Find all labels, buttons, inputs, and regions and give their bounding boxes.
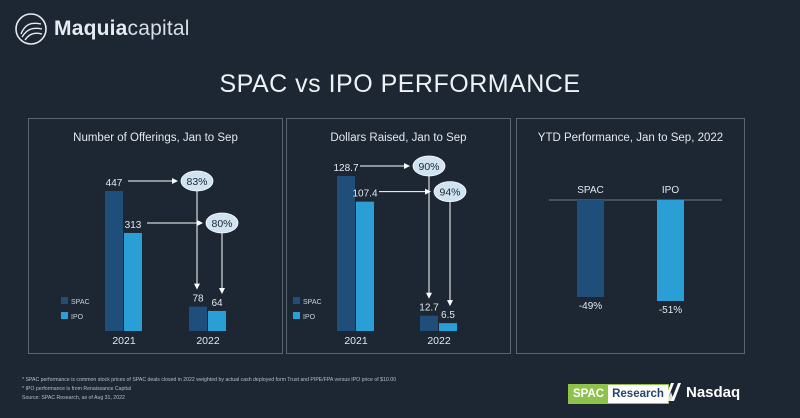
legend-swatch-spac (293, 297, 300, 304)
change-label: 83% (186, 176, 207, 188)
panel-title: Number of Offerings, Jan to Sep (73, 132, 238, 144)
value-label: 78 (192, 294, 204, 305)
bar-spac-2021 (105, 191, 123, 331)
ytd-panel: YTD Performance, Jan to Sep, 2022 SPAC -4… (516, 118, 745, 354)
maquia-logo-icon (15, 13, 47, 45)
category-label: SPAC (577, 185, 604, 196)
maquia-logo: Maquiacapital (14, 12, 190, 46)
brand-name: Maquiacapital (54, 17, 190, 40)
legend-swatch-spac (61, 297, 68, 304)
bar-spac-2022 (420, 315, 438, 331)
legend-label: SPAC (71, 299, 90, 306)
bar-ipo-2021 (356, 201, 374, 331)
x-tick-label: 2021 (112, 335, 136, 347)
legend-label: IPO (303, 314, 316, 321)
bar-ipo-2022 (208, 310, 226, 331)
bar-ipo-2021 (124, 232, 142, 331)
change-bubble (180, 170, 214, 192)
category-label: IPO (662, 185, 679, 196)
change-bubble (412, 155, 446, 177)
value-label: 6.5 (441, 310, 455, 321)
panel-title: Dollars Raised, Jan to Sep (330, 132, 467, 144)
change-label: 80% (211, 218, 232, 230)
bar-spac-2021 (337, 176, 355, 331)
value-label: -51% (659, 305, 682, 316)
offerings-panel: Number of Offerings, Jan to Sep 447 78 313… (28, 118, 283, 354)
change-bubble (205, 212, 239, 234)
legend-swatch-ipo (293, 312, 300, 319)
value-label: 313 (125, 220, 142, 231)
bar-ipo-2022 (439, 323, 457, 331)
value-label: 64 (211, 298, 223, 309)
nasdaq-mark-icon (664, 383, 681, 401)
change-label: 90% (418, 161, 439, 173)
legend-swatch-ipo (61, 312, 68, 319)
x-tick-label: 2021 (344, 335, 368, 347)
legend-label: IPO (71, 314, 84, 321)
value-label: -49% (579, 301, 602, 312)
change-bubble (433, 181, 467, 203)
panel-title: YTD Performance, Jan to Sep, 2022 (537, 132, 724, 144)
x-tick-label: 2022 (427, 335, 451, 347)
page-title: SPAC vs IPO PERFORMANCE (219, 70, 581, 98)
spac-research-logo: SPAC Research (568, 384, 669, 404)
ytd-chart: SPAC -49% IPO -51% (549, 185, 722, 316)
value-label: 447 (106, 178, 123, 189)
bar-spac-2022 (189, 306, 207, 331)
offerings-chart: 447 78 313 64 83% 80% 2021 2022 SPAC IPO (61, 170, 239, 347)
nasdaq-logo: Nasdaq (662, 381, 740, 403)
value-label: 128.7 (333, 163, 358, 174)
bar-spac (577, 200, 604, 298)
x-tick-label: 2022 (196, 335, 220, 347)
change-label: 94% (439, 187, 460, 199)
legend-label: SPAC (303, 299, 322, 306)
footnotes: * SPAC performance is common stock price… (22, 376, 396, 403)
bar-ipo (657, 200, 684, 301)
footnote: * SPAC performance is common stock price… (22, 377, 396, 383)
dollars-panel: Dollars Raised, Jan to Sep 128.7 12.7 107.… (286, 118, 511, 354)
value-label: 107.4 (352, 189, 377, 200)
footnote: * IPO performance is from Renaissance Ca… (22, 386, 131, 392)
value-label: 12.7 (419, 303, 439, 314)
dollars-chart: 128.7 12.7 107.4 6.5 90% 94% 2021 2022 SPAC IPO (293, 155, 467, 347)
footnote: Source: SPAC Research, as of Aug 31, 202… (22, 395, 125, 401)
